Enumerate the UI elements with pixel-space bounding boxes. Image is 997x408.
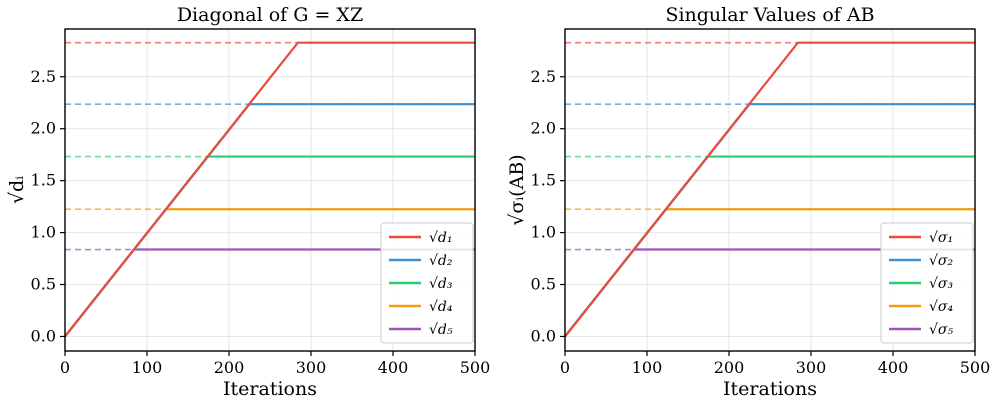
legend: √d₁ √d₂ √d₃ √d₄ √d₅ bbox=[380, 222, 474, 344]
plot-frame bbox=[64, 28, 476, 352]
x-axis-label: Iterations bbox=[723, 378, 817, 400]
y-tick-label: 1.5 bbox=[31, 171, 56, 190]
y-tick-label: 0.5 bbox=[31, 275, 56, 294]
x-tick-label: 300 bbox=[296, 358, 327, 377]
y-tick-label: 1.0 bbox=[31, 223, 56, 242]
legend-box bbox=[880, 222, 974, 344]
x-tick-label: 100 bbox=[632, 358, 663, 377]
legend: √σ₁ √σ₂ √σ₃ √σ₄ √σ₅ bbox=[880, 222, 974, 344]
y-tick-label: 2.0 bbox=[531, 119, 556, 138]
x-tick-label: 400 bbox=[378, 358, 409, 377]
x-axis-label: Iterations bbox=[223, 378, 317, 400]
chart-panel-1: 0 100 200 300 400 500 0.0 0.5 1.0 1.5 2.0 2.5 Diagon… bbox=[6, 4, 490, 400]
x-tick-label: 500 bbox=[460, 358, 491, 377]
x-tick-label: 0 bbox=[60, 358, 70, 377]
y-tick-label: 0.0 bbox=[531, 326, 556, 345]
y-tick-label: 0.5 bbox=[531, 275, 556, 294]
chart-title: Singular Values of AB bbox=[665, 4, 874, 26]
legend-label-2: √d₂ bbox=[429, 253, 453, 269]
x-tick-label: 200 bbox=[214, 358, 245, 377]
legend-label-4: √σ₄ bbox=[929, 299, 953, 315]
y-tick-label: 2.5 bbox=[31, 67, 56, 86]
legend-label-1: √d₁ bbox=[429, 230, 453, 246]
legend-label-2: √σ₂ bbox=[929, 253, 953, 269]
legend-label-1: √σ₁ bbox=[929, 230, 953, 246]
x-tick-label: 400 bbox=[878, 358, 909, 377]
series-line-1 bbox=[564, 41, 975, 338]
y-axis-label: √dᵢ bbox=[6, 176, 28, 204]
legend-label-3: √σ₃ bbox=[929, 276, 953, 292]
legend-label-5: √d₅ bbox=[429, 322, 453, 338]
y-tick-label: 1.0 bbox=[531, 223, 556, 242]
y-tick-label: 2.5 bbox=[531, 67, 556, 86]
chart-panel-2: 0 100 200 300 400 500 0.0 0.5 1.0 1.5 2.0 2.5 Singul… bbox=[506, 4, 990, 400]
x-tick-label: 0 bbox=[560, 358, 570, 377]
legend-box bbox=[380, 222, 474, 344]
y-tick-label: 0.0 bbox=[31, 326, 56, 345]
legend-label-3: √d₃ bbox=[429, 276, 453, 292]
y-tick-label: 2.0 bbox=[31, 119, 56, 138]
plot-frame bbox=[564, 28, 976, 352]
y-axis-label: √σᵢ(AB) bbox=[506, 154, 528, 225]
x-tick-label: 500 bbox=[960, 358, 991, 377]
y-tick-label: 1.5 bbox=[531, 171, 556, 190]
legend-label-4: √d₄ bbox=[429, 299, 453, 315]
x-tick-label: 100 bbox=[132, 358, 163, 377]
legend-label-5: √σ₅ bbox=[929, 322, 953, 338]
series-line-1 bbox=[64, 41, 475, 338]
chart-title: Diagonal of G = XZ bbox=[177, 4, 363, 26]
x-tick-label: 200 bbox=[714, 358, 745, 377]
x-tick-label: 300 bbox=[796, 358, 827, 377]
